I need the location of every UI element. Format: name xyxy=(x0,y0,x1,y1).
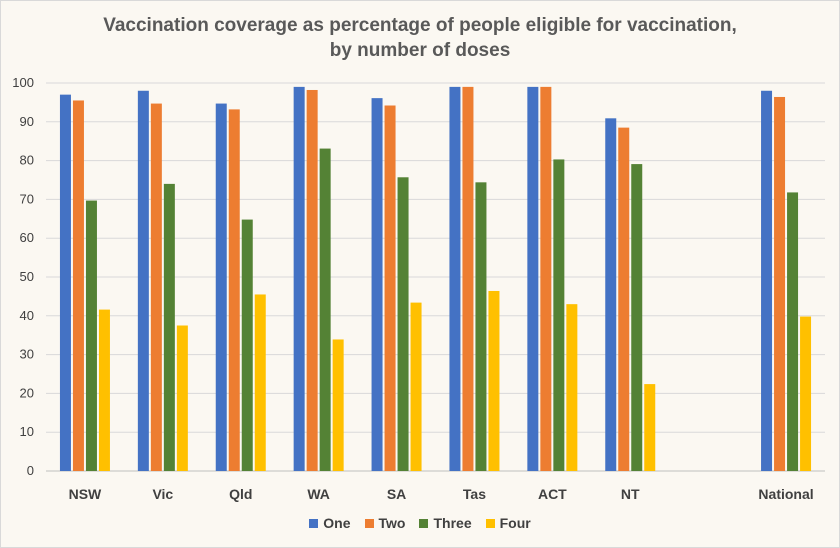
x-tick-label-national: National xyxy=(758,486,813,502)
legend-label-one: One xyxy=(323,515,351,531)
bar-nt-three xyxy=(631,164,643,472)
bar-nt-four xyxy=(644,384,656,471)
y-tick-label-10: 10 xyxy=(20,424,34,439)
bar-vic-three xyxy=(163,183,175,471)
bar-act-four xyxy=(566,304,578,471)
chart-legend: One Two Three Four xyxy=(1,515,839,531)
bar-act-one xyxy=(527,86,539,471)
legend-item-three: Three xyxy=(419,515,472,531)
bar-act-three xyxy=(553,159,565,471)
chart-title-line-1: Vaccination coverage as percentage of pe… xyxy=(103,15,737,36)
x-tick-label-sa: SA xyxy=(387,486,406,502)
bar-nt-two xyxy=(618,127,630,472)
bar-vic-one xyxy=(137,90,149,471)
x-tick-label-nsw: NSW xyxy=(69,486,102,502)
bar-nt-one xyxy=(605,118,617,472)
y-tick-label-70: 70 xyxy=(20,191,34,206)
bar-tas-four xyxy=(488,290,500,471)
bar-nsw-four xyxy=(98,309,110,471)
bar-act-two xyxy=(540,86,552,471)
bar-nsw-two xyxy=(72,100,84,472)
chart-title-line-2: by number of doses xyxy=(329,40,511,61)
bar-tas-one xyxy=(449,86,461,471)
legend-label-two: Two xyxy=(378,515,406,531)
legend-label-four: Four xyxy=(499,515,531,531)
bar-national-three xyxy=(787,192,799,471)
bar-tas-three xyxy=(475,182,487,471)
y-tick-label-20: 20 xyxy=(20,385,34,400)
y-tick-label-0: 0 xyxy=(27,463,34,478)
bar-nsw-one xyxy=(59,94,71,471)
x-tick-label-nt: NT xyxy=(621,486,640,502)
bar-qld-one xyxy=(215,103,227,472)
y-tick-label-90: 90 xyxy=(20,114,34,129)
x-tick-label-vic: Vic xyxy=(152,486,173,502)
x-tick-label-qld: Qld xyxy=(229,486,252,502)
bar-qld-three xyxy=(241,219,253,471)
bar-vic-two xyxy=(150,103,162,472)
legend-label-three: Three xyxy=(433,515,472,531)
y-tick-label-100: 100 xyxy=(12,75,34,90)
legend-swatch-two xyxy=(364,518,374,528)
bar-sa-three xyxy=(397,177,409,471)
legend-swatch-three xyxy=(419,518,429,528)
chart-title: Vaccination coverage as percentage of pe… xyxy=(1,13,839,63)
legend-swatch-one xyxy=(309,518,319,528)
y-tick-label-50: 50 xyxy=(20,269,34,284)
bar-qld-four xyxy=(254,294,266,471)
bar-wa-three xyxy=(319,148,331,471)
legend-item-four: Four xyxy=(485,515,531,531)
legend-swatch-four xyxy=(485,518,495,528)
bar-sa-one xyxy=(371,98,383,471)
bar-wa-two xyxy=(306,89,318,471)
bar-national-one xyxy=(761,90,773,471)
bar-wa-four xyxy=(332,339,344,471)
y-tick-label-40: 40 xyxy=(20,308,34,323)
bar-nsw-three xyxy=(85,200,97,471)
x-tick-label-tas: Tas xyxy=(463,486,486,502)
y-tick-label-80: 80 xyxy=(20,153,34,168)
bar-national-four xyxy=(800,316,812,471)
bar-tas-two xyxy=(462,86,474,471)
legend-item-two: Two xyxy=(364,515,406,531)
y-tick-label-60: 60 xyxy=(20,230,34,245)
bar-sa-two xyxy=(384,105,396,471)
x-tick-label-wa: WA xyxy=(307,486,330,502)
x-tick-label-act: ACT xyxy=(538,486,567,502)
bar-wa-one xyxy=(293,86,305,471)
bar-national-two xyxy=(774,96,786,471)
legend-item-one: One xyxy=(309,515,351,531)
y-tick-label-30: 30 xyxy=(20,347,34,362)
bar-qld-two xyxy=(228,109,240,471)
bar-vic-four xyxy=(176,325,188,471)
bar-sa-four xyxy=(410,302,422,471)
